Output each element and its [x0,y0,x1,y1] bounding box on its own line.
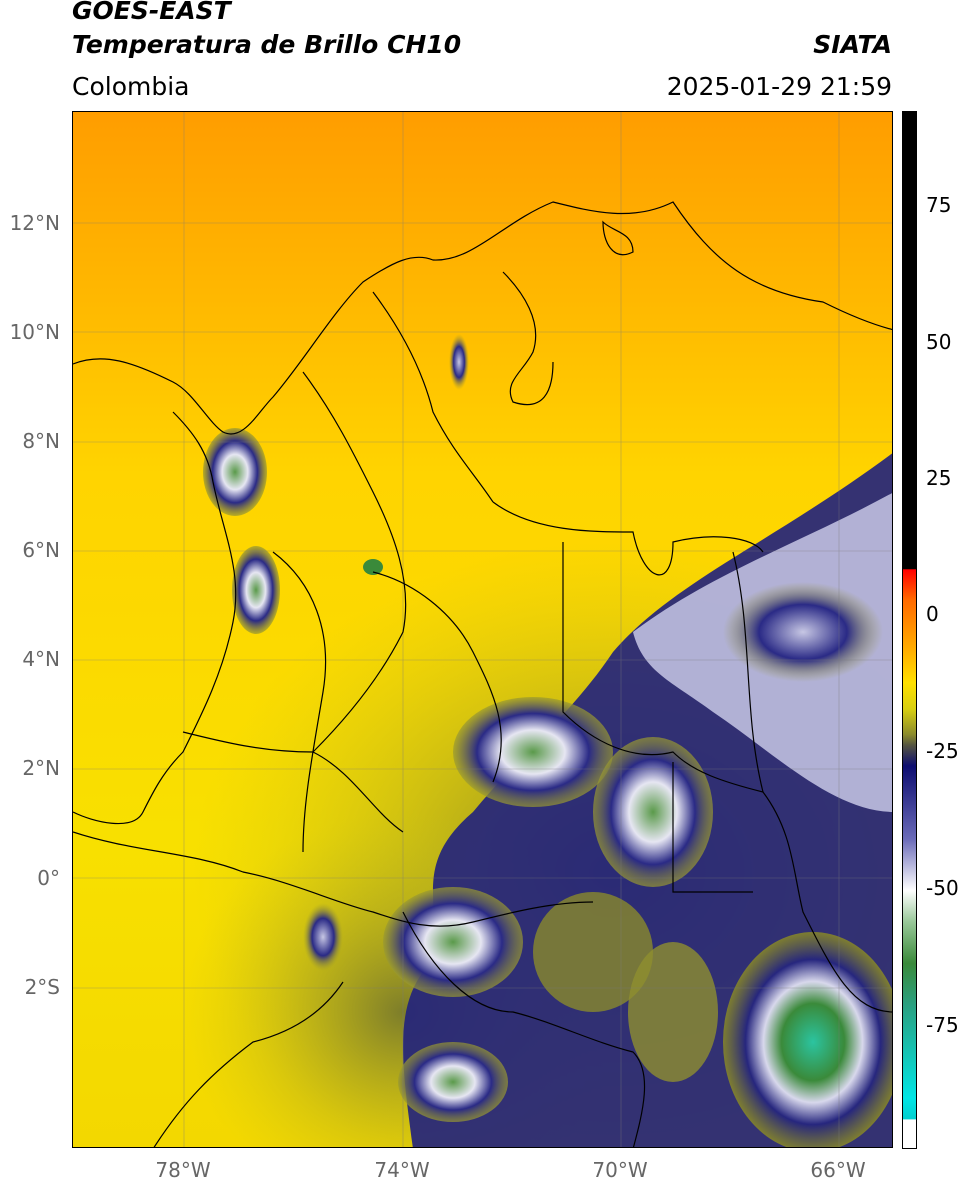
lat-label-4n: 4°N [22,647,60,671]
lon-label-78w: 78°W [155,1158,211,1182]
graticule [73,112,892,1147]
cbar-label-minus25: -25 [926,739,959,763]
colorbar [902,111,917,1149]
agency-label: SIATA [813,30,892,59]
map-canvas [73,112,892,1147]
cbar-label-minus50: -50 [926,876,959,900]
datetime-label: 2025-01-29 21:59 [666,72,892,101]
cbar-label-25: 25 [926,466,952,490]
satellite-title: GOES-EAST [72,0,231,25]
cbar-label-0: 0 [926,602,939,626]
product-title: Temperatura de Brillo CH10 [72,30,462,59]
cbar-label-minus75: -75 [926,1013,959,1037]
lat-label-12n: 12°N [9,211,60,235]
lat-label-0: 0° [37,866,60,890]
lat-label-10n: 10°N [9,320,60,344]
lat-label-2n: 2°N [22,756,60,780]
lon-label-66w: 66°W [810,1158,866,1182]
lat-label-2s: 2°S [24,975,60,999]
borders [73,201,892,1147]
cbar-label-50: 50 [926,330,952,354]
cbar-label-75: 75 [926,193,952,217]
lon-label-70w: 70°W [592,1158,648,1182]
region-label: Colombia [72,72,190,101]
lat-label-6n: 6°N [22,538,60,562]
satellite-map[interactable] [72,111,893,1148]
lon-label-74w: 74°W [374,1158,430,1182]
lat-label-8n: 8°N [22,429,60,453]
